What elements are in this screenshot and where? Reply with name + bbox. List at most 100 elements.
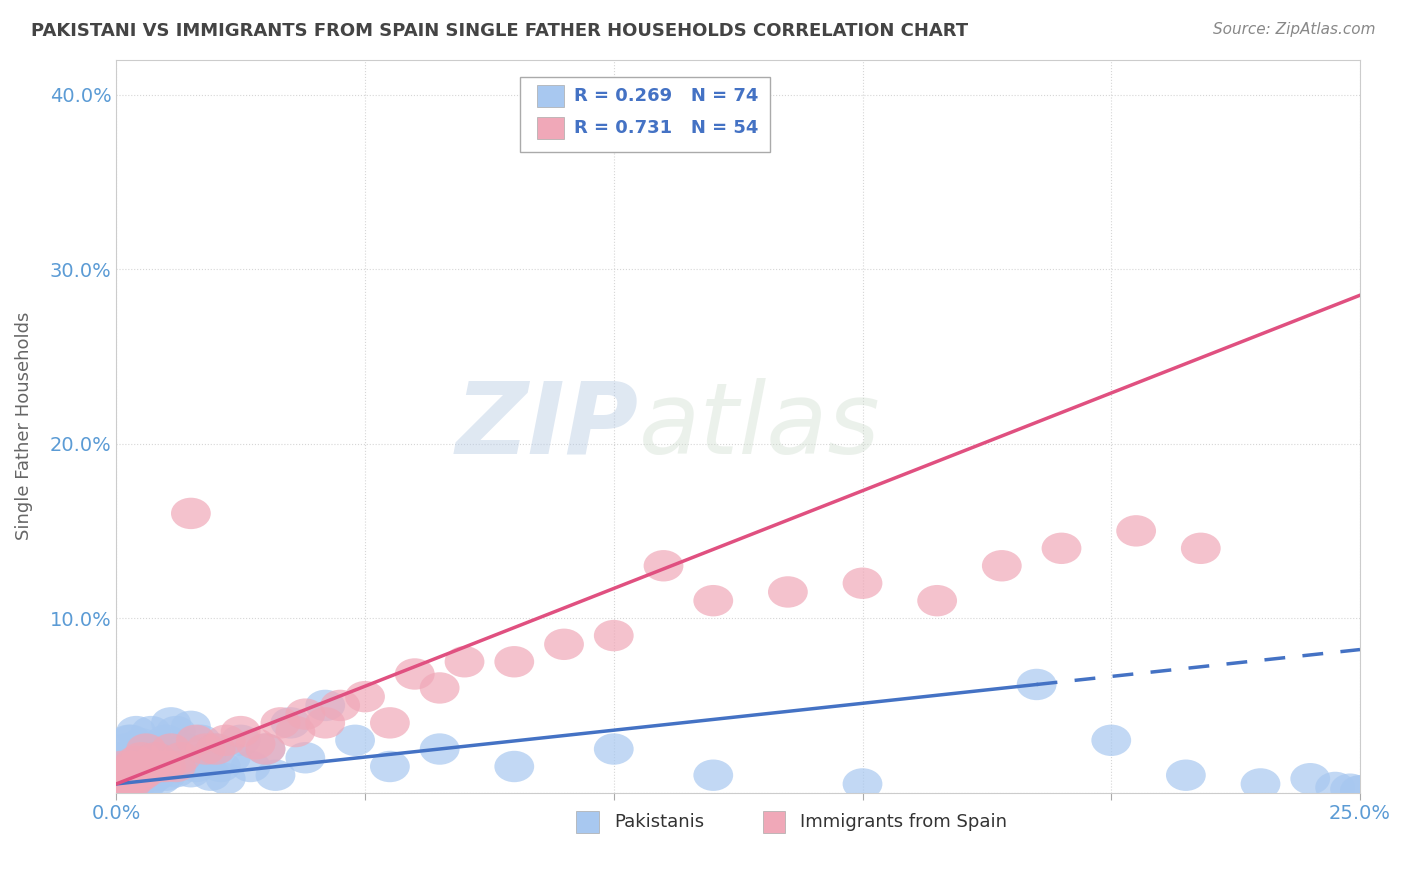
Text: ZIP: ZIP: [456, 377, 638, 475]
Ellipse shape: [131, 763, 172, 795]
Text: atlas: atlas: [638, 377, 880, 475]
Ellipse shape: [236, 728, 276, 759]
Ellipse shape: [117, 768, 156, 799]
Ellipse shape: [205, 724, 246, 756]
Ellipse shape: [191, 759, 231, 791]
Ellipse shape: [101, 768, 141, 799]
Ellipse shape: [111, 759, 150, 791]
Ellipse shape: [917, 585, 957, 616]
Ellipse shape: [246, 733, 285, 764]
Y-axis label: Single Father Households: Single Father Households: [15, 312, 32, 541]
Ellipse shape: [1181, 533, 1220, 564]
Text: Source: ZipAtlas.com: Source: ZipAtlas.com: [1212, 22, 1375, 37]
Ellipse shape: [136, 759, 176, 791]
Ellipse shape: [495, 646, 534, 678]
Ellipse shape: [127, 756, 166, 788]
Ellipse shape: [104, 742, 143, 773]
Ellipse shape: [201, 751, 240, 782]
Ellipse shape: [121, 742, 162, 773]
Ellipse shape: [1116, 516, 1156, 547]
Ellipse shape: [141, 763, 181, 795]
Ellipse shape: [107, 768, 146, 799]
Ellipse shape: [156, 751, 195, 782]
Ellipse shape: [107, 733, 146, 764]
Ellipse shape: [104, 763, 143, 795]
Ellipse shape: [104, 763, 143, 795]
Ellipse shape: [1042, 533, 1081, 564]
Ellipse shape: [593, 733, 634, 764]
Ellipse shape: [117, 763, 156, 795]
Ellipse shape: [842, 768, 883, 799]
Ellipse shape: [108, 759, 149, 791]
Ellipse shape: [131, 742, 172, 773]
Ellipse shape: [693, 585, 733, 616]
Ellipse shape: [156, 716, 195, 747]
Ellipse shape: [101, 768, 141, 799]
Ellipse shape: [136, 733, 176, 764]
Ellipse shape: [114, 746, 153, 777]
Ellipse shape: [211, 742, 250, 773]
Ellipse shape: [231, 751, 270, 782]
Ellipse shape: [121, 728, 162, 759]
Ellipse shape: [593, 620, 634, 651]
Ellipse shape: [181, 724, 221, 756]
Ellipse shape: [98, 759, 139, 791]
Ellipse shape: [246, 733, 285, 764]
Text: Pakistanis: Pakistanis: [614, 813, 704, 830]
Ellipse shape: [121, 759, 162, 791]
Ellipse shape: [444, 646, 485, 678]
Ellipse shape: [127, 733, 166, 764]
Ellipse shape: [285, 742, 325, 773]
Ellipse shape: [162, 742, 201, 773]
Text: PAKISTANI VS IMMIGRANTS FROM SPAIN SINGLE FATHER HOUSEHOLDS CORRELATION CHART: PAKISTANI VS IMMIGRANTS FROM SPAIN SINGL…: [31, 22, 969, 40]
Ellipse shape: [221, 724, 260, 756]
Ellipse shape: [420, 733, 460, 764]
Ellipse shape: [186, 733, 226, 764]
Ellipse shape: [111, 724, 150, 756]
Ellipse shape: [136, 742, 176, 773]
Ellipse shape: [117, 746, 156, 777]
Ellipse shape: [121, 763, 162, 795]
Ellipse shape: [111, 768, 150, 799]
Ellipse shape: [127, 768, 166, 799]
Text: R = 0.731   N = 54: R = 0.731 N = 54: [574, 119, 758, 136]
Ellipse shape: [186, 742, 226, 773]
Ellipse shape: [544, 629, 583, 660]
Ellipse shape: [98, 763, 138, 795]
Ellipse shape: [150, 733, 191, 764]
Ellipse shape: [420, 673, 460, 704]
Ellipse shape: [107, 756, 146, 788]
Ellipse shape: [305, 707, 344, 739]
Ellipse shape: [98, 768, 139, 799]
Ellipse shape: [101, 751, 141, 782]
Ellipse shape: [127, 733, 166, 764]
Text: Immigrants from Spain: Immigrants from Spain: [800, 813, 1007, 830]
Ellipse shape: [1330, 773, 1369, 805]
Ellipse shape: [276, 716, 315, 747]
Ellipse shape: [1091, 724, 1132, 756]
Ellipse shape: [117, 756, 156, 788]
Ellipse shape: [370, 707, 409, 739]
Ellipse shape: [172, 498, 211, 529]
Ellipse shape: [146, 751, 186, 782]
Ellipse shape: [146, 759, 186, 791]
Ellipse shape: [172, 711, 211, 742]
Ellipse shape: [335, 724, 375, 756]
Ellipse shape: [260, 707, 301, 739]
Ellipse shape: [121, 746, 162, 777]
Ellipse shape: [162, 742, 201, 773]
Ellipse shape: [117, 716, 156, 747]
Ellipse shape: [141, 751, 181, 782]
Ellipse shape: [127, 751, 166, 782]
Ellipse shape: [221, 716, 260, 747]
Ellipse shape: [644, 550, 683, 582]
Ellipse shape: [285, 698, 325, 730]
Ellipse shape: [111, 742, 150, 773]
Ellipse shape: [131, 751, 172, 782]
Ellipse shape: [981, 550, 1022, 582]
Ellipse shape: [1291, 763, 1330, 795]
Ellipse shape: [108, 763, 149, 795]
Ellipse shape: [205, 763, 246, 795]
Ellipse shape: [1315, 772, 1355, 803]
Ellipse shape: [693, 759, 733, 791]
